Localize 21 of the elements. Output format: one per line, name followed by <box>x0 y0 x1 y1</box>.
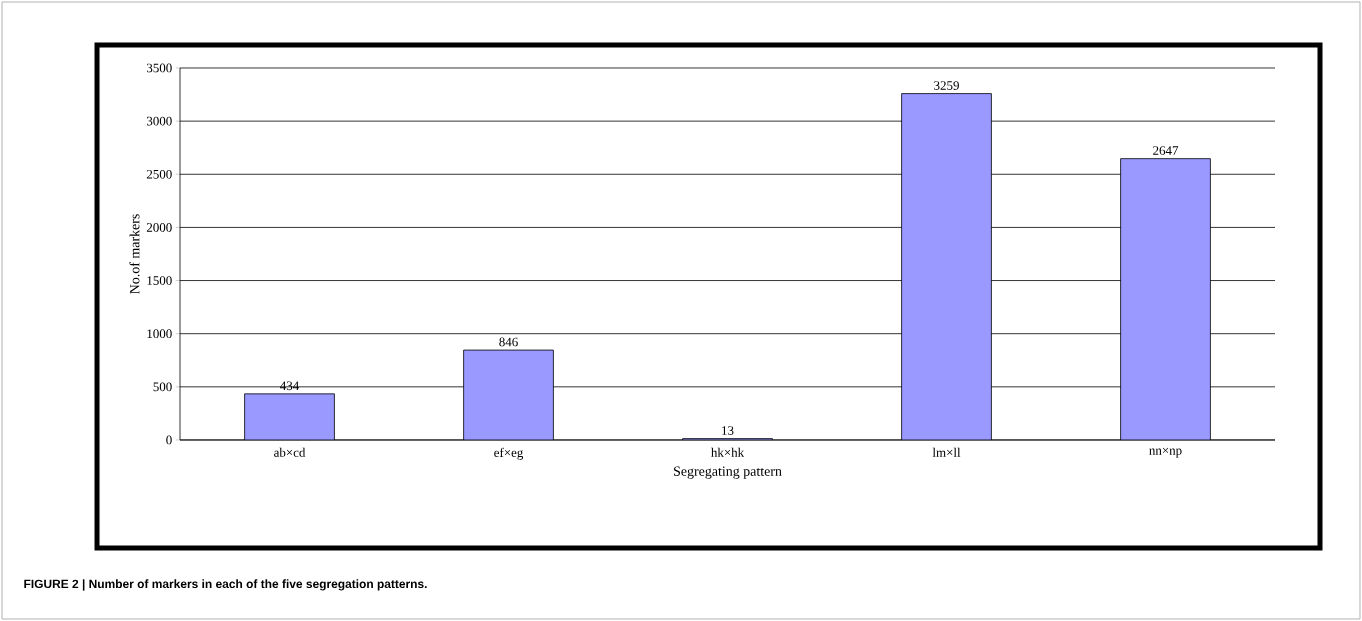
x-tick-label: nn×np <box>1149 447 1182 458</box>
x-tick-label: ef×eg <box>494 447 524 460</box>
x-tick-label: lm×ll <box>932 447 961 457</box>
x-tick-label: hk×hk <box>711 447 745 457</box>
data-label: 3259 <box>934 81 959 90</box>
y-tick-label: 1500 <box>147 276 172 285</box>
y-axis-title: No.of markers <box>129 214 140 294</box>
x-tick-label: ab×cd <box>274 447 306 457</box>
y-tick-label: 3000 <box>146 116 172 126</box>
y-tick-label: 0 <box>166 435 172 445</box>
x-axis-title: Segregating pattern <box>674 466 782 479</box>
text: FIGURE 2 | Number of markers in each of the five segregation patterns. <box>24 579 427 591</box>
data-label: 434 <box>280 381 300 391</box>
y-tick-label: 1000 <box>147 329 172 339</box>
data-label: 846 <box>499 337 518 347</box>
data-label: 2647 <box>1153 146 1179 155</box>
y-tick-label: 3500 <box>146 63 172 73</box>
y-tick-label: 2000 <box>146 223 172 232</box>
y-tick-label: 2500 <box>146 169 172 179</box>
data-label: 13 <box>722 426 734 435</box>
y-tick-label: 500 <box>153 382 172 392</box>
